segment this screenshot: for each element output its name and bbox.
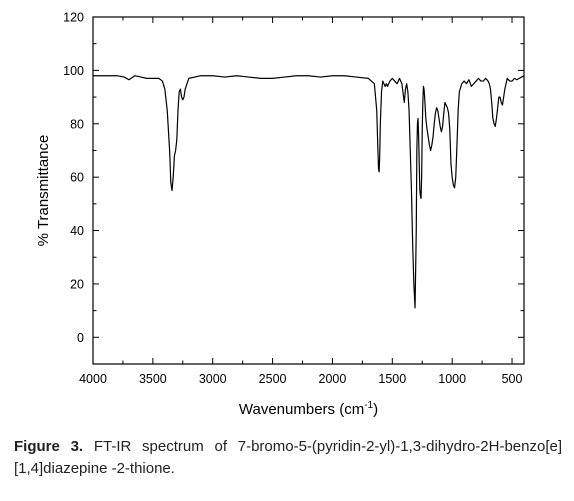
ftir-chart: 0 20 40 60 80 100 120 4000 3500 3000 2500 2000 1500 1… — [35, 11, 525, 418]
y-tick-label: 40 — [70, 224, 84, 238]
spectrum-line — [93, 75, 525, 309]
y-tick-label: 80 — [70, 117, 84, 131]
plot-frame — [92, 16, 525, 365]
x-tick-label: 1000 — [438, 372, 466, 386]
x-tick-label: 1500 — [378, 372, 406, 386]
x-tick-label: 3500 — [139, 372, 167, 386]
x-tick-label: 3000 — [199, 372, 227, 386]
x-tick-label: 2500 — [259, 372, 287, 386]
y-axis-title: % Transmittance — [35, 135, 52, 247]
y-tick-label: 20 — [70, 277, 84, 291]
y-tick-label: 60 — [70, 171, 84, 185]
caption-label: Figure 3. — [14, 438, 84, 455]
y-tick-label: 0 — [77, 331, 84, 345]
y-tick-label: 100 — [63, 64, 84, 78]
caption-text: FT-IR spectrum of 7-bromo-5-(pyridin-2-y… — [14, 438, 563, 477]
x-tick-label: 4000 — [79, 372, 107, 386]
x-tick-label: 500 — [502, 372, 523, 386]
y-tick-label: 120 — [63, 11, 84, 25]
chart-canvas: 0 20 40 60 80 100 120 4000 3500 3000 2500 2000 1500 1… — [35, 11, 525, 418]
x-tick-label: 2000 — [319, 372, 347, 386]
figure-caption: Figure 3. FT-IR spectrum of 7-bromo-5-(p… — [14, 436, 562, 480]
x-axis-title: Wavenumbers (cm-1) — [239, 400, 378, 418]
